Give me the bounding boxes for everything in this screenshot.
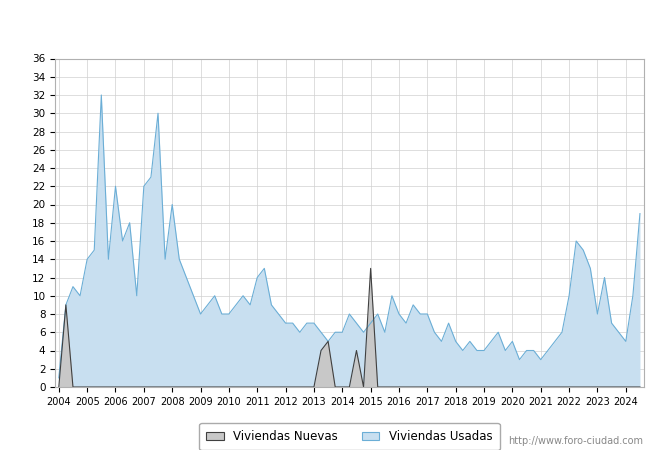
Text: Fuente Obejuna - Evolucion del Nº de Transacciones Inmobiliarias: Fuente Obejuna - Evolucion del Nº de Tra… — [84, 19, 566, 35]
Legend: Viviendas Nuevas, Viviendas Usadas: Viviendas Nuevas, Viviendas Usadas — [199, 423, 500, 450]
Text: http://www.foro-ciudad.com: http://www.foro-ciudad.com — [508, 436, 644, 446]
